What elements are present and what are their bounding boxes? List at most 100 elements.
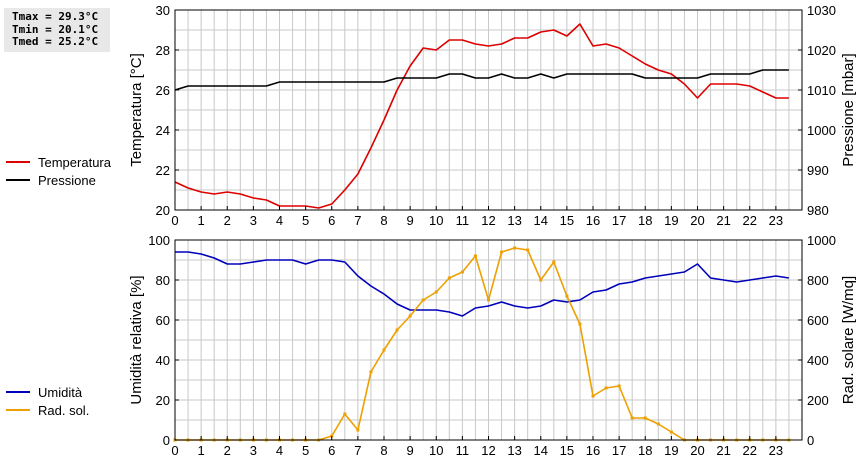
bottom-yl-tick-label: 40 — [156, 353, 170, 368]
top-x-tick-label: 0 — [171, 213, 178, 228]
top-x-tick-label: 15 — [560, 213, 574, 228]
legend-label-radsol: Rad. sol. — [38, 402, 90, 418]
radsol-point — [539, 278, 543, 282]
radsol-swatch — [6, 409, 30, 411]
top-x-tick-label: 12 — [481, 213, 495, 228]
top-x-tick-label: 6 — [328, 213, 335, 228]
top-ylabel-right: Pressione [mbar] — [840, 53, 857, 166]
top-yl-tick-label: 20 — [156, 203, 170, 218]
bottom-yl-tick-label: 100 — [148, 233, 170, 248]
top-yr-tick-label: 980 — [807, 203, 829, 218]
bottom-ylabel-right: Rad. solare [W/mq] — [840, 276, 857, 404]
bottom-x-tick-label: 15 — [560, 443, 574, 458]
top-x-tick-label: 4 — [276, 213, 283, 228]
bottom-x-tick-label: 12 — [481, 443, 495, 458]
bottom-x-tick-label: 19 — [664, 443, 678, 458]
top-x-tick-label: 20 — [690, 213, 704, 228]
bottom-x-tick-label: 21 — [716, 443, 730, 458]
bottom-x-tick-label: 23 — [769, 443, 783, 458]
top-x-tick-label: 13 — [507, 213, 521, 228]
radsol-point — [434, 290, 438, 294]
radsol-point — [565, 294, 569, 298]
legend-item-pressione: Pressione — [6, 171, 111, 189]
radsol-point — [617, 384, 621, 388]
top-x-tick-label: 2 — [224, 213, 231, 228]
bottom-x-tick-label: 0 — [171, 443, 178, 458]
bottom-x-tick-label: 8 — [380, 443, 387, 458]
bottom-x-tick-label: 14 — [534, 443, 548, 458]
radsol-point — [369, 370, 373, 374]
top-x-tick-label: 18 — [638, 213, 652, 228]
bottom-x-tick-label: 4 — [276, 443, 283, 458]
legend-label-pressione: Pressione — [38, 172, 96, 188]
radsol-point — [421, 298, 425, 302]
bottom-yl-tick-label: 80 — [156, 273, 170, 288]
top-x-tick-label: 17 — [612, 213, 626, 228]
top-yr-tick-label: 1000 — [807, 123, 836, 138]
bottom-yr-tick-label: 800 — [807, 273, 829, 288]
top-x-tick-label: 9 — [407, 213, 414, 228]
top-ylabel-left: Temperatura [°C] — [128, 53, 145, 167]
top-yr-tick-label: 1030 — [807, 3, 836, 18]
radsol-point — [552, 260, 556, 264]
bottom-x-tick-label: 2 — [224, 443, 231, 458]
bottom-yr-tick-label: 0 — [807, 433, 814, 448]
top-x-tick-label: 10 — [429, 213, 443, 228]
radsol-point — [382, 348, 386, 352]
top-x-tick-label: 1 — [198, 213, 205, 228]
top-x-tick-label: 11 — [456, 213, 470, 228]
tmin-stat: Tmin = 20.1°C — [12, 22, 99, 36]
radsol-point — [513, 246, 517, 250]
bottom-x-tick-label: 5 — [302, 443, 309, 458]
radsol-point — [656, 422, 660, 426]
bottom-x-tick-label: 10 — [429, 443, 443, 458]
bottom-x-tick-label: 16 — [586, 443, 600, 458]
radsol-point — [356, 428, 360, 432]
top-x-tick-label: 3 — [250, 213, 257, 228]
top-yl-tick-label: 30 — [156, 3, 170, 18]
pressione-swatch — [6, 179, 30, 181]
top-x-tick-label: 21 — [716, 213, 730, 228]
bottom-x-tick-label: 3 — [250, 443, 257, 458]
radsol-point — [473, 254, 477, 258]
radsol-point — [487, 298, 490, 302]
bottom-ylabel-left: Umidità relativa [%] — [128, 275, 145, 404]
legend-item-umidita: Umidità — [6, 383, 89, 401]
radsol-point — [343, 412, 347, 416]
radsol-point — [578, 322, 582, 326]
bottom-legend: Umidità Rad. sol. — [6, 383, 89, 419]
top-x-tick-label: 23 — [769, 213, 783, 228]
top-x-tick-label: 16 — [586, 213, 600, 228]
top-x-tick-label: 14 — [534, 213, 548, 228]
radsol-point — [643, 416, 647, 420]
bottom-x-tick-label: 1 — [198, 443, 205, 458]
top-yl-tick-label: 28 — [156, 43, 170, 58]
top-yr-tick-label: 1010 — [807, 83, 836, 98]
bottom-yl-tick-label: 20 — [156, 393, 170, 408]
top-yl-tick-label: 24 — [156, 123, 170, 138]
radsol-point — [591, 394, 595, 398]
temperature-stats-box: Tmax = 29.3°C Tmin = 20.1°C Tmed = 25.2°… — [4, 8, 110, 52]
top-x-tick-label: 8 — [380, 213, 387, 228]
bottom-series-radsol — [175, 247, 789, 441]
bottom-x-tick-label: 6 — [328, 443, 335, 458]
umidita-swatch — [6, 391, 30, 393]
bottom-yr-tick-label: 400 — [807, 353, 829, 368]
radsol-point — [669, 430, 673, 434]
radsol-point — [447, 276, 451, 280]
bottom-yr-tick-label: 1000 — [807, 233, 836, 248]
bottom-x-tick-label: 22 — [743, 443, 757, 458]
bottom-yr-tick-label: 200 — [807, 393, 829, 408]
top-series-pressione — [174, 69, 789, 91]
top-x-tick-label: 7 — [354, 213, 361, 228]
legend-label-temperatura: Temperatura — [38, 154, 111, 170]
top-x-tick-label: 22 — [743, 213, 757, 228]
legend-item-temperatura: Temperatura — [6, 153, 111, 171]
bottom-x-tick-label: 18 — [638, 443, 652, 458]
bottom-yr-tick-label: 600 — [807, 313, 829, 328]
legend-item-radsol: Rad. sol. — [6, 401, 89, 419]
radsol-point — [460, 270, 464, 274]
top-yl-tick-label: 22 — [156, 163, 170, 178]
bottom-x-tick-label: 11 — [456, 443, 470, 458]
